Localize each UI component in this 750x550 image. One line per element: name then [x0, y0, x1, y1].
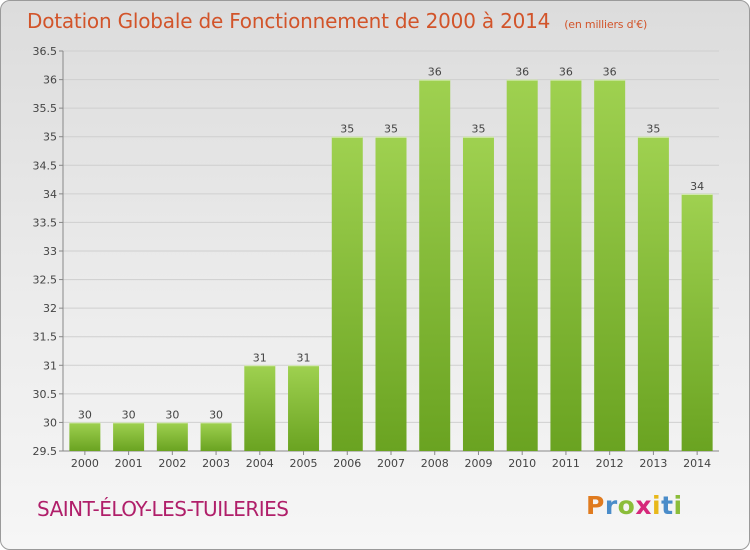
bars: [69, 79, 713, 452]
x-tick-label: 2004: [246, 457, 274, 470]
bar: [681, 193, 713, 451]
y-tick-label: 33.5: [33, 216, 58, 229]
bar-value-label: 30: [122, 408, 136, 421]
y-tick-label: 30.5: [33, 388, 58, 401]
y-tick-label: 33: [43, 245, 57, 258]
bar: [156, 422, 188, 451]
x-tick-label: 2012: [596, 457, 624, 470]
bar: [375, 136, 407, 451]
x-tick-label: 2010: [508, 457, 536, 470]
bar-value-label: 30: [209, 408, 223, 421]
y-tick-label: 36: [43, 74, 57, 87]
bar-value-label: 36: [603, 66, 617, 79]
bar-value-label: 36: [515, 66, 529, 79]
y-tick-label: 32.5: [33, 274, 58, 287]
x-tick-label: 2002: [158, 457, 186, 470]
logo-letter: i: [673, 491, 683, 520]
bar: [331, 136, 363, 451]
x-tick-label: 2013: [639, 457, 667, 470]
bar-value-label: 36: [428, 66, 442, 79]
bar-value-label: 35: [340, 123, 354, 136]
bar-value-label: 31: [297, 351, 311, 364]
y-tick-label: 34.5: [33, 159, 58, 172]
bar: [244, 365, 276, 451]
x-tick-label: 2009: [464, 457, 492, 470]
bar: [69, 422, 101, 451]
y-tick-label: 32: [43, 302, 57, 315]
bar: [462, 136, 494, 451]
bar-value-label: 30: [165, 408, 179, 421]
bar-value-label: 35: [471, 123, 485, 136]
chart-subtitle: (en milliers d'€): [564, 18, 648, 31]
bar-value-label: 34: [690, 180, 704, 193]
x-tick-label: 2000: [71, 457, 99, 470]
labels: 29.5 30 30.5 31 31.5 32 32.5 33 33.5 34 34.5 35 35.5…: [33, 45, 712, 470]
x-tick-label: 2006: [333, 457, 361, 470]
chart-title: Dotation Globale de Fonctionnement de 20…: [27, 9, 647, 33]
x-tick-label: 2001: [115, 457, 143, 470]
y-tick-label: 31.5: [33, 331, 58, 344]
bar-value-label: 30: [78, 408, 92, 421]
logo-letter: P: [586, 491, 605, 520]
logo-letter: x: [635, 491, 652, 520]
commune-name: SAINT-ÉLOY-LES-TUILERIES: [37, 497, 289, 521]
bar-value-label: 36: [559, 66, 573, 79]
y-tick-label: 31: [43, 359, 57, 372]
y-tick-label: 30: [43, 416, 57, 429]
y-tick-label: 35: [43, 131, 57, 144]
logo-letter: i: [652, 491, 662, 520]
bar: [637, 136, 669, 451]
proxiti-logo: Proxiti: [586, 491, 683, 520]
x-tick-label: 2011: [552, 457, 580, 470]
x-tick-label: 2014: [683, 457, 711, 470]
logo-letter: t: [661, 491, 674, 520]
x-tick-label: 2007: [377, 457, 405, 470]
bar-value-label: 31: [253, 351, 267, 364]
bar: [113, 422, 145, 451]
bar: [200, 422, 232, 451]
bar: [550, 79, 582, 452]
bar: [419, 79, 451, 452]
x-tick-label: 2008: [421, 457, 449, 470]
y-tick-label: 34: [43, 188, 57, 201]
bar-value-label: 35: [384, 123, 398, 136]
x-tick-label: 2003: [202, 457, 230, 470]
logo-letter: r: [604, 491, 618, 520]
x-tick-label: 2005: [290, 457, 318, 470]
y-tick-label: 35.5: [33, 102, 58, 115]
logo-letter: o: [617, 491, 636, 520]
bar: [288, 365, 320, 451]
bar: [506, 79, 538, 452]
bar: [594, 79, 626, 452]
chart-title-text: Dotation Globale de Fonctionnement de 20…: [27, 9, 551, 33]
y-tick-label: 36.5: [33, 45, 58, 58]
bar-value-label: 35: [646, 123, 660, 136]
y-tick-label: 29.5: [33, 445, 58, 458]
